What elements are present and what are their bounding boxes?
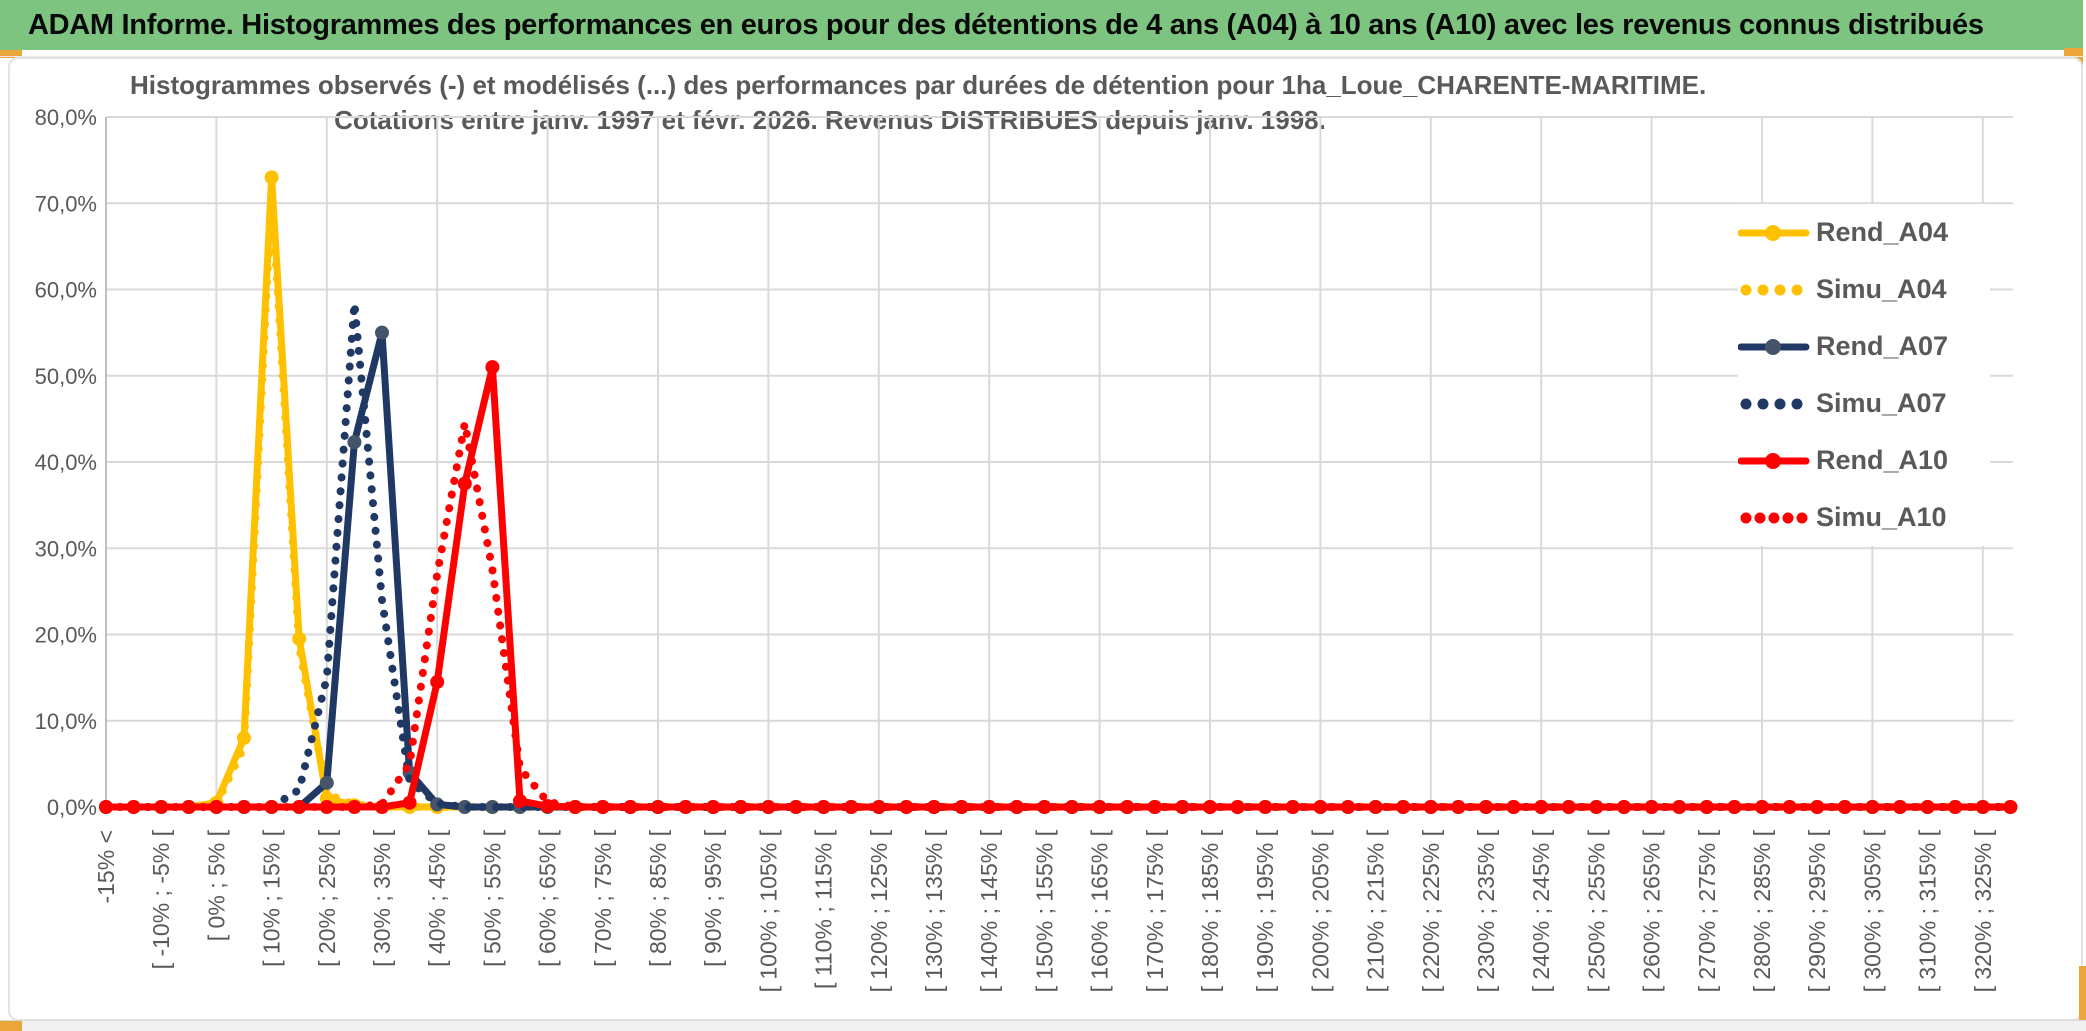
x-tick-label: [ 10% ; 15% [	[259, 829, 285, 966]
x-tick-label: [ 180% ; 185% [	[1197, 829, 1223, 992]
x-tick-label: [ 220% ; 225% [	[1418, 829, 1444, 992]
x-tick-label: [ 320% ; 325% [	[1970, 829, 1996, 992]
data-point-Rend_A10	[485, 360, 500, 375]
x-tick-label: [ 70% ; 75% [	[590, 829, 616, 966]
legend-marker-dotted-icon	[1740, 398, 1803, 409]
legend-item-Simu_A07[interactable]: Simu_A07	[1738, 375, 1990, 432]
series-line-Simu_A10	[102, 419, 2015, 811]
y-tick-label: 70,0%	[35, 191, 97, 216]
x-tick-label: [ 80% ; 85% [	[645, 829, 671, 966]
legend-item-Rend_A07[interactable]: Rend_A07	[1738, 318, 1990, 375]
data-point-Rend_A10	[430, 674, 445, 689]
legend-label: Simu_A04	[1816, 274, 1947, 304]
data-point-Rend_A10	[789, 800, 803, 814]
data-point-Rend_A10	[651, 800, 665, 814]
chart-object-frame[interactable]	[8, 57, 2083, 1021]
legend-label: Simu_A10	[1816, 502, 1947, 532]
legend-item-Rend_A04[interactable]: Rend_A04	[1738, 204, 1990, 261]
legend-item-Rend_A10[interactable]: Rend_A10	[1738, 432, 1990, 489]
x-tick-label: [ 250% ; 255% [	[1583, 829, 1609, 992]
legend-label: Rend_A04	[1816, 217, 1949, 247]
y-tick-label: 0,0%	[47, 795, 97, 820]
y-tick-label: 80,0%	[35, 105, 97, 130]
x-tick-label: [ 270% ; 275% [	[1694, 829, 1720, 992]
y-tick-label: 10,0%	[35, 709, 97, 734]
x-tick-label: [ 0% ; 5% [	[203, 829, 229, 941]
x-tick-label: -15% <	[93, 830, 119, 904]
data-point-Rend_A04	[264, 170, 279, 185]
y-tick-label: 30,0%	[35, 536, 97, 561]
x-tick-label: [ 280% ; 285% [	[1749, 829, 1775, 992]
legend-marker-dotted-icon	[1740, 284, 1803, 295]
y-tick-label: 20,0%	[35, 623, 97, 648]
x-tick-label: [ 240% ; 245% [	[1528, 829, 1554, 992]
x-tick-label: [ 20% ; 25% [	[314, 829, 340, 966]
y-tick-label: 50,0%	[35, 364, 97, 389]
chart-legend[interactable]: Rend_A04 Simu_A04 Rend_A07 Simu_A07 Rend_A10…	[1738, 204, 1990, 546]
legend-label: Rend_A07	[1816, 331, 1949, 361]
x-tick-label: [ 230% ; 235% [	[1473, 829, 1499, 992]
data-point-Rend_A10	[568, 800, 583, 814]
x-tick-label: [ 160% ; 165% [	[1087, 829, 1113, 992]
data-point-Rend_A10	[678, 800, 693, 814]
chart-title-line-2: Cotations entre janv. 1997 et févr. 2026…	[334, 105, 1326, 135]
x-tick-label: [ -10% ; -5% [	[148, 829, 174, 969]
x-tick-label: [ 200% ; 205% [	[1307, 829, 1333, 992]
legend-marker-dotted-icon	[1740, 512, 1808, 523]
gold-accent-bottom-left	[0, 1021, 22, 1031]
x-tick-label: [ 310% ; 315% [	[1915, 829, 1941, 992]
y-tick-label: 40,0%	[35, 450, 97, 475]
data-point-Rend_A07	[319, 775, 334, 790]
gold-accent-right-bottom	[2079, 966, 2086, 1021]
legend-marker-solid-icon	[1738, 452, 1810, 469]
data-point-Rend_A10	[623, 800, 638, 814]
data-point-Rend_A07	[375, 325, 389, 340]
series-line-Simu_A07	[102, 299, 2015, 811]
legend-marker-solid-icon	[1738, 338, 1810, 355]
legend-label: Simu_A07	[1816, 388, 1947, 418]
window-title: ADAM Informe. Histogrammes des performan…	[28, 8, 1984, 41]
x-tick-label: [ 120% ; 125% [	[866, 829, 892, 992]
y-tick-label: 60,0%	[35, 278, 97, 303]
x-tick-label: [ 90% ; 95% [	[700, 829, 726, 966]
data-point-Rend_A10	[706, 800, 721, 814]
x-tick-label: [ 60% ; 65% [	[535, 829, 561, 966]
data-point-Rend_A10	[733, 800, 748, 814]
x-tick-label: [ 210% ; 215% [	[1363, 829, 1389, 992]
pane-separator	[0, 56, 2086, 57]
series-line-Rend_A07	[106, 329, 2011, 811]
bottom-scrollbar-track[interactable]	[0, 1020, 2086, 1031]
data-point-Rend_A10	[2003, 800, 2018, 814]
data-point-Rend_A10	[595, 800, 610, 814]
legend-label: Rend_A10	[1816, 445, 1949, 475]
x-tick-label: [ 300% ; 305% [	[1859, 829, 1885, 992]
x-tick-label: [ 290% ; 295% [	[1804, 829, 1830, 992]
legend-marker-solid-icon	[1738, 224, 1810, 241]
x-tick-label: [ 30% ; 35% [	[369, 829, 395, 966]
x-tick-label: [ 260% ; 265% [	[1639, 829, 1665, 992]
x-tick-label: [ 40% ; 45% [	[424, 829, 450, 966]
data-point-Rend_A10	[513, 793, 527, 808]
gold-accent-top-left	[0, 50, 22, 58]
x-tick-label: [ 50% ; 55% [	[479, 829, 505, 966]
x-tick-label: [ 170% ; 175% [	[1142, 829, 1168, 992]
x-tick-label: [ 110% ; 115% [	[811, 829, 837, 989]
window-title-bar: ADAM Informe. Histogrammes des performan…	[0, 0, 2083, 50]
legend-item-Simu_A04[interactable]: Simu_A04	[1738, 261, 1990, 318]
data-point-Rend_A07	[347, 435, 362, 450]
x-tick-label: [ 100% ; 105% [	[755, 829, 781, 992]
data-point-Rend_A10	[402, 795, 417, 810]
data-point-Rend_A10	[457, 476, 472, 491]
chart-title-line-1: Histogrammes observés (-) et modélisés (…	[130, 70, 1707, 100]
x-tick-label: [ 140% ; 145% [	[976, 829, 1002, 992]
legend-item-Simu_A10[interactable]: Simu_A10	[1738, 489, 1990, 546]
x-tick-label: [ 150% ; 155% [	[1031, 829, 1057, 992]
x-tick-label: [ 190% ; 195% [	[1252, 829, 1278, 992]
data-point-Rend_A10	[761, 800, 776, 814]
x-tick-label: [ 130% ; 135% [	[921, 829, 947, 992]
